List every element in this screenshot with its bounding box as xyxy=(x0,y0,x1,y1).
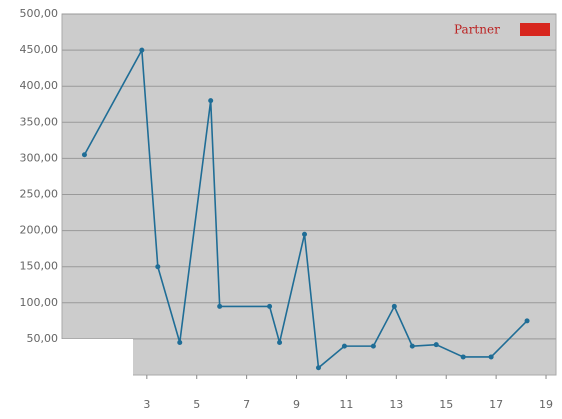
point xyxy=(217,303,223,309)
overlay-box xyxy=(0,339,133,415)
x-tick-label: 5 xyxy=(193,398,200,411)
x-tick-label: 11 xyxy=(339,398,353,411)
point xyxy=(409,343,415,349)
point xyxy=(277,340,283,346)
y-tick-label: 400,00 xyxy=(20,79,59,92)
point xyxy=(341,343,347,349)
y-tick-label: 250,00 xyxy=(20,188,59,201)
x-tick-label: 17 xyxy=(489,398,503,411)
x-tick-label: 9 xyxy=(293,398,300,411)
x-tick-label: 19 xyxy=(539,398,553,411)
x-tick-label: 13 xyxy=(389,398,403,411)
y-tick-label: 50,00 xyxy=(27,332,59,345)
y-tick-label: 200,00 xyxy=(20,224,59,237)
point xyxy=(391,303,397,309)
y-tick-label: 300,00 xyxy=(20,151,59,164)
point xyxy=(488,354,494,360)
point xyxy=(433,342,439,348)
point xyxy=(139,47,145,53)
point xyxy=(208,98,214,104)
point xyxy=(267,303,273,309)
point xyxy=(524,318,530,324)
watermark-badge xyxy=(520,23,550,36)
point xyxy=(81,152,87,158)
x-tick-label: 7 xyxy=(243,398,250,411)
watermark: Partner xyxy=(454,23,500,37)
y-tick-label: 100,00 xyxy=(20,296,59,309)
x-tick-label: 15 xyxy=(439,398,453,411)
point xyxy=(315,365,321,371)
y-tick-label: 150,00 xyxy=(20,260,59,273)
y-tick-label: 350,00 xyxy=(20,115,59,128)
y-tick-label: 500,00 xyxy=(20,7,59,20)
point xyxy=(302,231,308,237)
y-tick-label: 450,00 xyxy=(20,43,59,56)
point xyxy=(460,354,466,360)
x-tick-label: 3 xyxy=(143,398,150,411)
line xyxy=(83,47,528,370)
point xyxy=(155,264,161,270)
point xyxy=(370,343,376,349)
point xyxy=(177,340,183,346)
